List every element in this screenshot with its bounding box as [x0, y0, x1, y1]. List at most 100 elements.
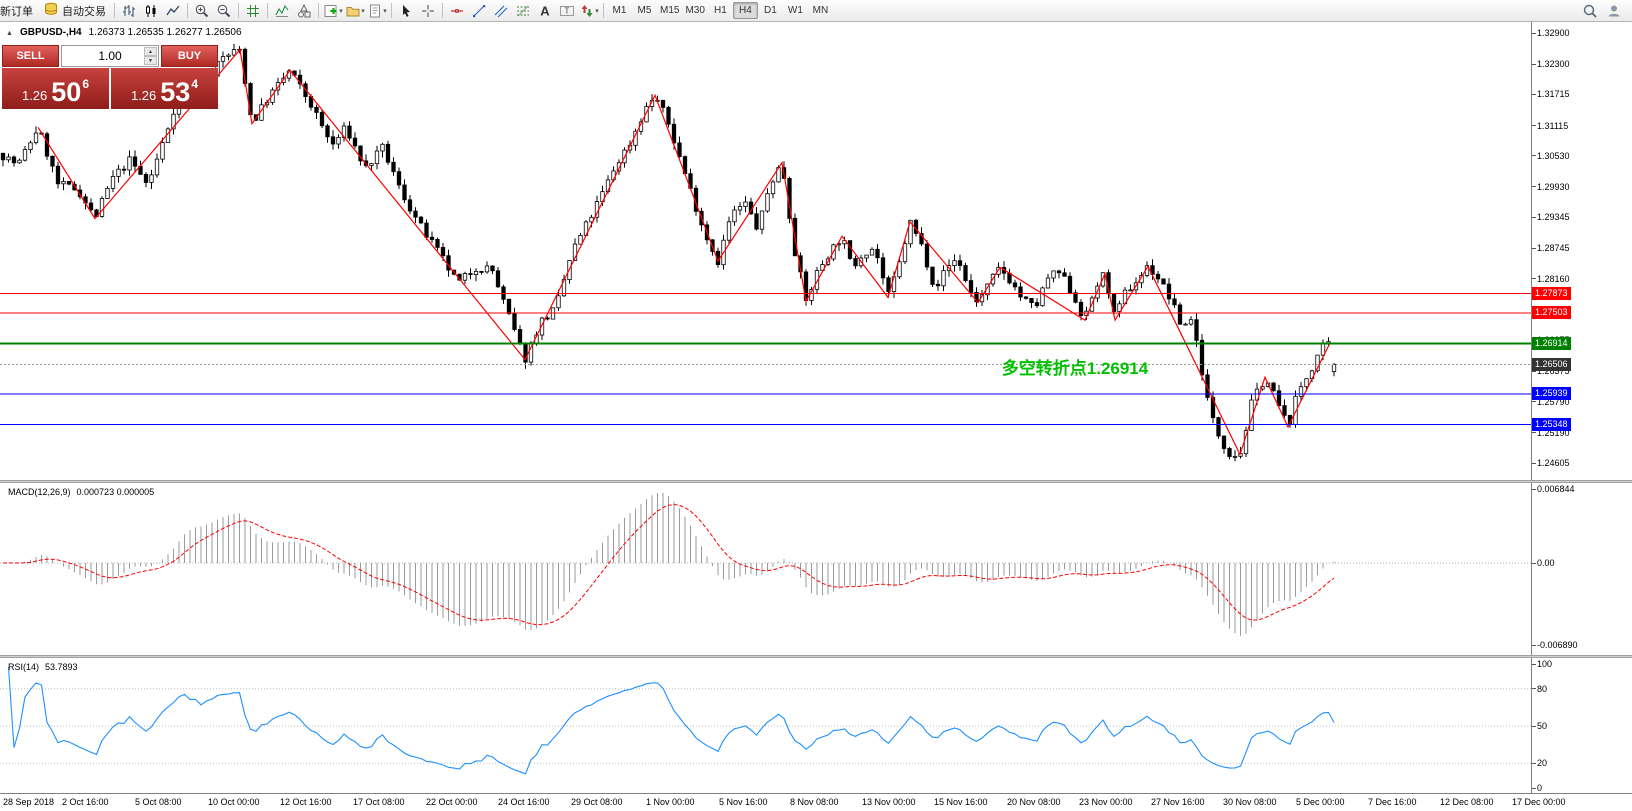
new-chart-button[interactable]: ▾ [322, 1, 344, 20]
svg-text:A: A [540, 3, 550, 18]
axis-tick [1532, 787, 1536, 789]
crosshair-icon [422, 4, 434, 17]
timeframe-mn-button[interactable]: MN [808, 2, 833, 19]
volume-up-button[interactable]: ▲ [144, 47, 157, 56]
indicators-button[interactable] [271, 1, 293, 20]
sell-price-pip: 6 [82, 77, 90, 91]
price-badge: 1.27503 [1532, 306, 1571, 320]
toolbar-separator [442, 3, 443, 18]
timeframe-w1-button[interactable]: W1 [783, 2, 808, 19]
axis-tick-label: 1.25190 [1537, 427, 1570, 438]
dropdown-arrow-icon[interactable]: ▾ [595, 7, 599, 15]
candlesticks-button[interactable] [140, 1, 162, 20]
timeframe-d1-button[interactable]: D1 [758, 2, 783, 19]
axis-tick-label: 1.30530 [1537, 150, 1570, 161]
axis-tick [1532, 562, 1536, 564]
time-axis-label: 30 Nov 08:00 [1223, 797, 1277, 807]
text-label-button[interactable]: T [556, 1, 578, 20]
time-axis-label: 28 Sep 2018 [3, 797, 55, 807]
templates-button[interactable]: ▾ [366, 1, 388, 20]
buy-price-big: 53 [160, 77, 191, 108]
grid-button[interactable] [242, 1, 264, 20]
cursor-button[interactable] [395, 1, 417, 20]
timeframe-h1-button[interactable]: H1 [708, 2, 733, 19]
macd-chart[interactable]: MACD(12,26,9) 0.000723 0.000005 [0, 483, 1531, 655]
dropdown-arrow-icon[interactable]: ▾ [383, 7, 387, 15]
collapse-panel-icon[interactable]: ▲ [6, 30, 13, 37]
text-icon: A [540, 3, 550, 18]
zoom-in-button[interactable] [191, 1, 213, 20]
time-axis-label: 7 Dec 16:00 [1368, 797, 1417, 807]
price-axis[interactable]: 1.32900 1.32300 1.31715 1.31115 1.30530 1.299… [1531, 22, 1632, 480]
axis-tick [1532, 762, 1536, 764]
axis-tick [1532, 688, 1536, 690]
trendline-button[interactable] [468, 1, 490, 20]
autotrade-button[interactable]: 自动交易 [38, 1, 111, 20]
new-order-button[interactable]: 新订单 [0, 1, 38, 20]
toolbar-separator [238, 3, 239, 18]
macd-values: 0.000723 0.000005 [76, 487, 155, 497]
price-chart[interactable]: ▲ GBPUSD-,H4 1.26373 1.26535 1.26277 1.2… [0, 22, 1531, 480]
trendline-icon [473, 4, 486, 17]
time-axis-label: 29 Oct 08:00 [571, 797, 623, 807]
objects-list-button[interactable] [293, 1, 315, 20]
volume-input[interactable]: 1.00 ▲ ▼ [61, 45, 159, 67]
axis-tick [1532, 462, 1536, 464]
rsi-axis[interactable]: 100 80 50 20 0 [1531, 658, 1632, 793]
time-axis[interactable]: 28 Sep 2018 2 Oct 16:00 5 Oct 08:00 10 Oct … [0, 793, 1632, 811]
community-button[interactable] [1603, 1, 1625, 20]
time-axis-label: 8 Nov 08:00 [790, 797, 839, 807]
zoom-out-button[interactable] [213, 1, 235, 20]
axis-tick-label: 1.28745 [1537, 243, 1570, 254]
crosshair-button[interactable] [417, 1, 439, 20]
timeframe-m15-button[interactable]: M15 [657, 2, 682, 19]
buy-price-box[interactable]: 1.26 53 4 [111, 68, 218, 109]
profiles-button[interactable]: ▾ [344, 1, 366, 20]
line-chart-button[interactable] [162, 1, 184, 20]
horizontal-line-button[interactable] [446, 1, 468, 20]
symbol-label: GBPUSD-,H4 [19, 27, 82, 38]
axis-tick-label: 80 [1537, 683, 1548, 694]
text-button[interactable]: A [534, 1, 556, 20]
arrows-button[interactable]: ▾ [578, 1, 600, 20]
volume-down-button[interactable]: ▼ [144, 56, 157, 65]
sell-price-box[interactable]: 1.26 50 6 [2, 68, 109, 109]
dropdown-arrow-icon[interactable]: ▾ [361, 7, 365, 15]
timeframe-m5-button[interactable]: M5 [632, 2, 657, 19]
axis-tick [1532, 432, 1536, 434]
pane-divider[interactable] [0, 655, 1632, 658]
timeframe-h4-button[interactable]: H4 [732, 2, 758, 19]
axis-tick [1532, 725, 1536, 727]
buy-price-base: 1.26 [130, 88, 157, 104]
toolbar-separator [267, 3, 268, 18]
search-button[interactable] [1579, 1, 1601, 20]
axis-tick [1532, 278, 1536, 280]
pane-divider[interactable] [0, 480, 1632, 483]
axis-tick [1532, 155, 1536, 157]
axis-tick-label: 50 [1537, 721, 1548, 731]
bar-chart-button[interactable] [118, 1, 140, 20]
volume-value: 1.00 [98, 49, 122, 63]
macd-axis[interactable]: 0.006844 0.00 -0.006890 [1531, 483, 1632, 655]
time-axis-label: 22 Oct 00:00 [426, 797, 478, 807]
timeframe-m1-button[interactable]: M1 [607, 2, 632, 19]
axis-tick-label: -0.006890 [1537, 640, 1578, 650]
sell-button[interactable]: SELL [2, 45, 59, 67]
dropdown-arrow-icon[interactable]: ▾ [339, 7, 343, 15]
fibonacci-icon [517, 5, 529, 16]
time-axis-label: 2 Oct 16:00 [62, 797, 109, 807]
rsi-chart[interactable]: RSI(14) 53.7893 [0, 658, 1531, 793]
fibonacci-button[interactable] [512, 1, 534, 20]
time-axis-label: 13 Nov 00:00 [862, 797, 916, 807]
chart-title: ▲ GBPUSD-,H4 1.26373 1.26535 1.26277 1.2… [6, 27, 242, 38]
axis-tick [1532, 644, 1536, 646]
buy-button[interactable]: BUY [161, 45, 218, 67]
time-axis-label: 20 Nov 08:00 [1007, 797, 1061, 807]
svg-text:T: T [565, 6, 570, 15]
autotrade-label: 自动交易 [62, 5, 106, 18]
equidistant-channel-button[interactable] [490, 1, 512, 20]
timeframe-m30-button[interactable]: M30 [682, 2, 707, 19]
zigzag-line [37, 48, 1331, 456]
new-order-label: 新订单 [0, 5, 33, 18]
